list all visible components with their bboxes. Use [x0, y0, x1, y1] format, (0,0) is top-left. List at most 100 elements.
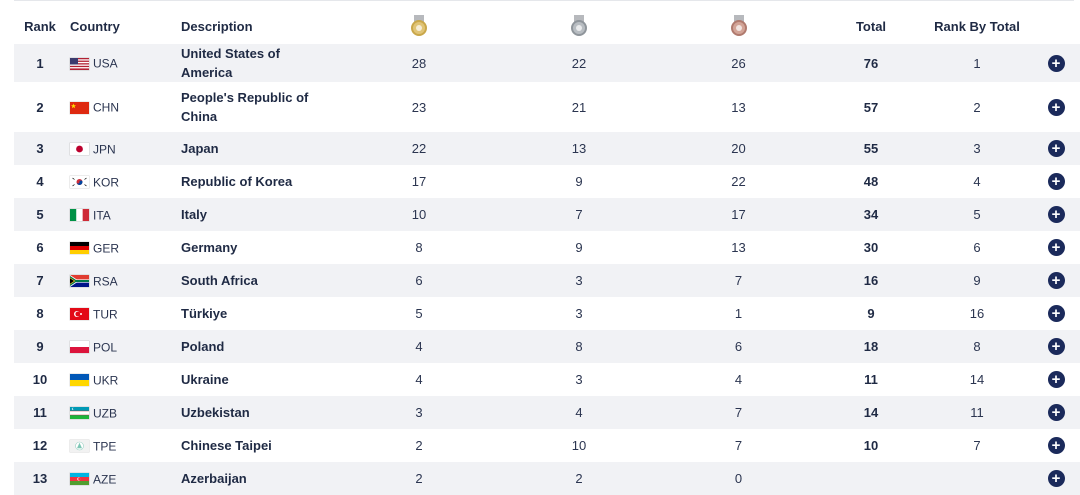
usa-flag-icon	[70, 57, 89, 70]
country-name[interactable]: Türkiye	[181, 306, 228, 321]
country-code: POL	[93, 340, 118, 355]
country-name[interactable]: Ukraine	[181, 372, 229, 387]
expand-row-button[interactable]: +	[1047, 239, 1065, 257]
silver-count: 2	[575, 471, 583, 486]
rank-cell: 4	[36, 174, 44, 189]
total-count: 57	[863, 99, 879, 115]
actions-cell: +	[1030, 82, 1080, 132]
table-row[interactable]: 3 JPN Japan 22 13 20 55 3 +	[14, 132, 1080, 165]
total-count	[818, 462, 924, 495]
table-row[interactable]: 8 TUR Türkiye 5 3 1 9 16 +	[14, 297, 1080, 330]
plus-icon: +	[1051, 140, 1061, 158]
expand-row-button[interactable]: +	[1047, 272, 1065, 290]
silver-count: 21	[571, 99, 587, 115]
table-row[interactable]: 5 ITA Italy 10 7 17 34 5 +	[14, 198, 1080, 231]
country-code: UKR	[93, 373, 119, 388]
expand-row-button[interactable]: +	[1047, 305, 1065, 323]
country-cell: KOR	[66, 165, 177, 198]
plus-icon: +	[1051, 470, 1061, 488]
gold-count: 3	[415, 405, 423, 420]
country-name[interactable]: Poland	[181, 339, 225, 354]
country-cell: USA	[66, 44, 177, 82]
bronze-count: 7	[734, 438, 743, 453]
silver-medal-icon	[570, 15, 588, 37]
country-name[interactable]: Japan	[181, 141, 219, 156]
header-bronze[interactable]	[659, 8, 818, 44]
header-description[interactable]: Description	[181, 18, 253, 34]
expand-row-button[interactable]: +	[1047, 173, 1065, 191]
table-row[interactable]: 4 KOR Republic of Korea 17 9 22 48 4 +	[14, 165, 1080, 198]
header-total[interactable]: Total	[855, 18, 887, 34]
actions-cell: +	[1030, 330, 1080, 363]
plus-icon: +	[1051, 206, 1061, 224]
table-header: Rank Country Description	[14, 8, 1080, 44]
actions-cell: +	[1030, 132, 1080, 165]
gold-count: 6	[415, 273, 423, 288]
table-row[interactable]: 7 RSA South Africa 6 3 7 16 9 +	[14, 264, 1080, 297]
expand-row-button[interactable]: +	[1047, 470, 1065, 488]
expand-row-button[interactable]: +	[1047, 140, 1065, 158]
header-rank-by-total[interactable]: Rank By Total	[934, 18, 1020, 34]
total-count: 34	[863, 207, 879, 222]
jpn-flag-icon	[70, 143, 89, 156]
table-row[interactable]: 6 GER Germany 8 9 13 30 6 +	[14, 231, 1080, 264]
country-name[interactable]: United States of America	[181, 46, 280, 80]
expand-row-button[interactable]: +	[1047, 338, 1065, 356]
rank-by-total: 11	[970, 405, 984, 420]
rank-cell: 12	[32, 438, 48, 453]
gold-count: 22	[411, 141, 427, 156]
table-row[interactable]: 10 UKR Ukraine 4 3 4 11 14 +	[14, 363, 1080, 396]
country-cell: TUR	[66, 297, 177, 330]
country-cell: CHN	[66, 82, 177, 132]
actions-cell: +	[1030, 429, 1080, 462]
country-cell: RSA	[66, 264, 177, 297]
country-name[interactable]: Republic of Korea	[181, 174, 293, 189]
plus-icon: +	[1051, 98, 1061, 116]
country-name[interactable]: Uzbekistan	[181, 405, 250, 420]
rank-by-total: 3	[973, 141, 981, 156]
header-gold[interactable]	[339, 8, 499, 44]
silver-count: 3	[575, 273, 583, 288]
table-row[interactable]: 13 AZE Azerbaijan 2 2 0 +	[14, 462, 1080, 495]
expand-row-button[interactable]: +	[1047, 98, 1065, 116]
header-row: Rank Country Description	[14, 8, 1080, 44]
medal-table: Rank Country Description	[14, 8, 1080, 495]
silver-count: 3	[575, 372, 583, 387]
table-row[interactable]: 12 TPE Chinese Taipei 2 10 7 10 7 +	[14, 429, 1080, 462]
expand-row-button[interactable]: +	[1047, 206, 1065, 224]
ger-flag-icon	[70, 242, 89, 255]
table-row[interactable]: 11 UZB Uzbekistan 3 4 7 14 11 +	[14, 396, 1080, 429]
country-code: USA	[93, 56, 118, 71]
country-name[interactable]: South Africa	[181, 273, 258, 288]
expand-row-button[interactable]: +	[1047, 404, 1065, 422]
country-name[interactable]: Italy	[181, 207, 208, 222]
silver-count: 9	[575, 240, 583, 255]
table-row[interactable]: 9 POL Poland 4 8 6 18 8 +	[14, 330, 1080, 363]
country-code: TUR	[93, 307, 118, 322]
table-row[interactable]: 2 CHN People's Republic of China 23 21 13 57 2 +	[14, 82, 1080, 132]
actions-cell: +	[1030, 44, 1080, 82]
table-row[interactable]: 1 USA United States of America 28 22 26 76 1 +	[14, 44, 1080, 82]
country-cell: GER	[66, 231, 177, 264]
country-code: GER	[93, 241, 120, 256]
country-name[interactable]: Germany	[181, 240, 238, 255]
header-silver[interactable]	[499, 8, 659, 44]
country-name[interactable]: Azerbaijan	[181, 471, 247, 486]
country-name[interactable]: People's Republic of China	[181, 90, 309, 124]
bronze-count: 7	[734, 405, 743, 420]
expand-row-button[interactable]: +	[1047, 437, 1065, 455]
total-count: 10	[863, 438, 879, 453]
expand-row-button[interactable]: +	[1047, 371, 1065, 389]
expand-row-button[interactable]: +	[1047, 54, 1065, 72]
silver-count: 22	[571, 55, 587, 71]
actions-cell: +	[1030, 165, 1080, 198]
header-rank[interactable]: Rank	[24, 18, 56, 34]
bronze-count: 6	[734, 339, 743, 354]
plus-icon: +	[1051, 437, 1061, 455]
silver-count: 4	[575, 405, 583, 420]
header-country[interactable]: Country	[70, 18, 120, 34]
gold-medal-icon	[410, 15, 428, 37]
gold-count: 4	[415, 339, 423, 354]
country-name[interactable]: Chinese Taipei	[181, 438, 272, 453]
actions-cell: +	[1030, 462, 1080, 495]
